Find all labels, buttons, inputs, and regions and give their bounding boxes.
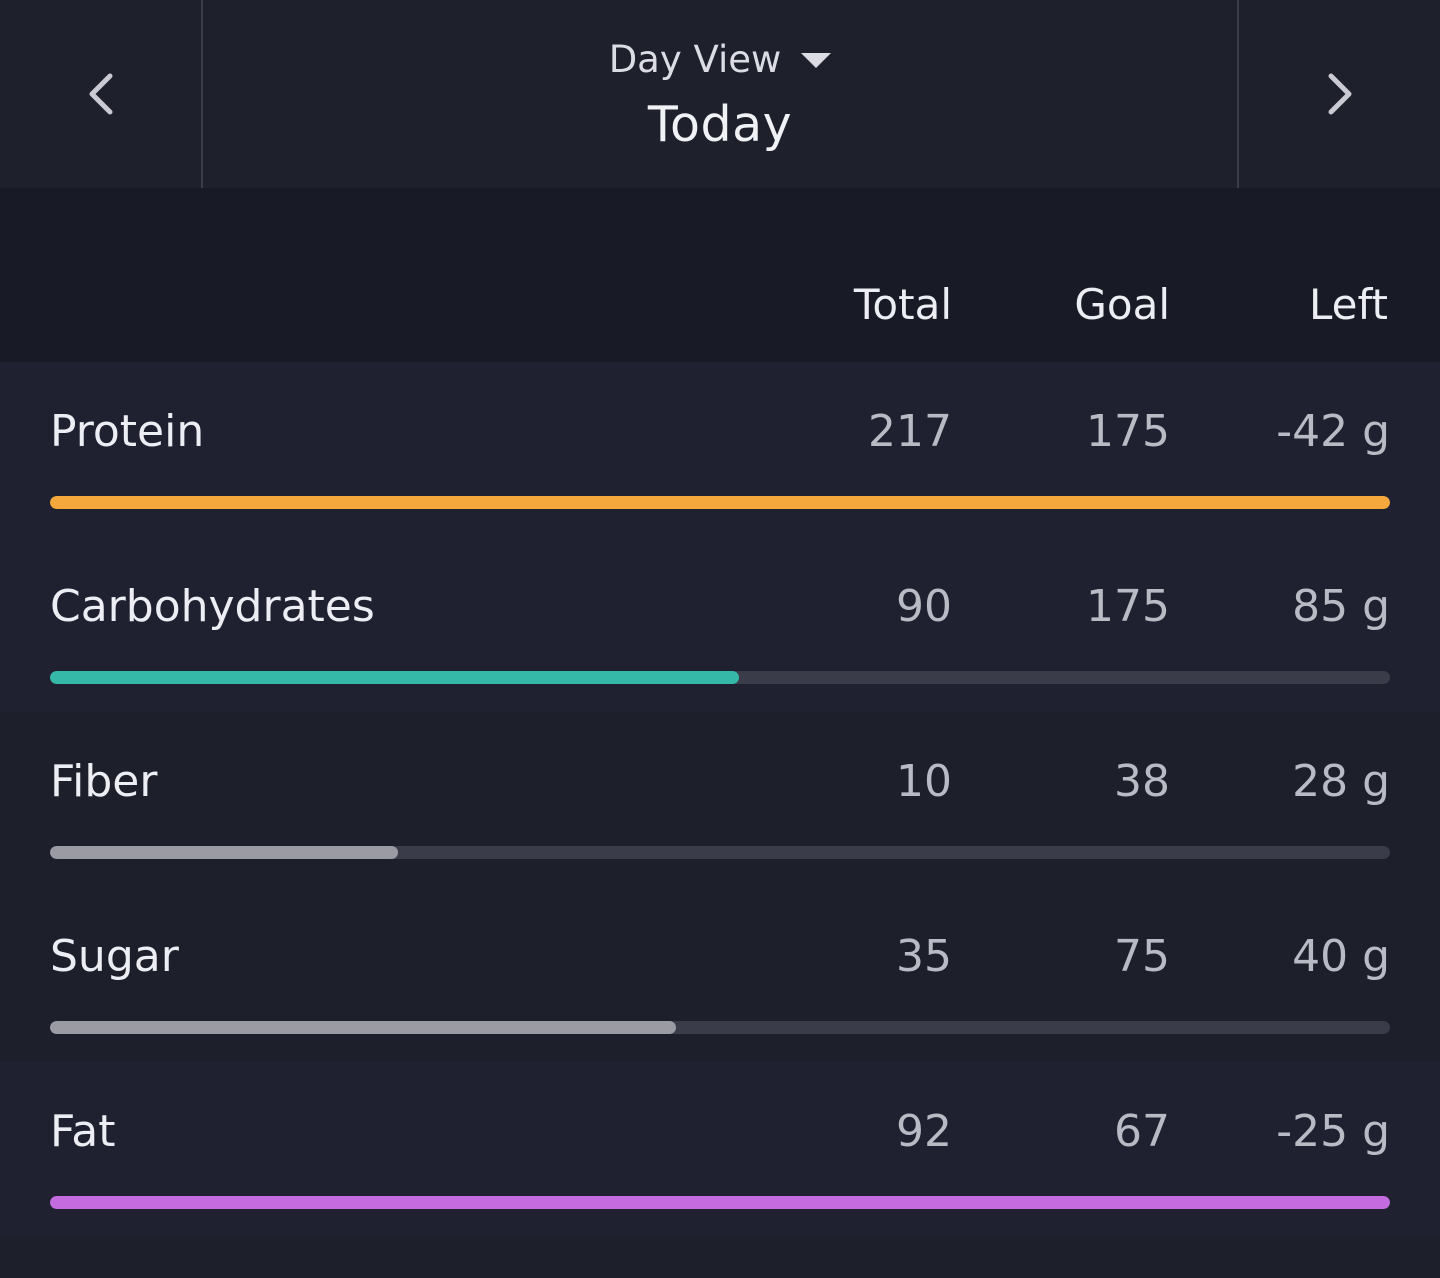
caret-down-icon xyxy=(801,52,832,68)
progress-track xyxy=(50,1021,1390,1034)
nutrient-name: Carbohydrates xyxy=(50,581,375,632)
nutrient-total: 92 xyxy=(896,1106,952,1157)
previous-day-button[interactable] xyxy=(0,0,201,188)
nutrient-goal: 175 xyxy=(1086,581,1170,632)
progress-fill xyxy=(50,846,399,859)
nutrient-row-sugar: Sugar 35 75 40 g xyxy=(0,887,1440,1062)
progress-fill xyxy=(50,671,739,684)
nutrient-goal: 175 xyxy=(1086,406,1170,457)
progress-track xyxy=(50,1196,1390,1209)
progress-fill xyxy=(50,496,1390,509)
nutrient-left: 28 g xyxy=(1292,756,1390,807)
view-mode-dropdown[interactable]: Day View xyxy=(609,36,832,82)
nutrient-total: 217 xyxy=(868,406,952,457)
progress-fill xyxy=(50,1021,676,1034)
nutrient-row-fat: Fat 92 67 -25 g xyxy=(0,1062,1440,1237)
divider-left xyxy=(201,0,203,188)
nutrient-goal: 67 xyxy=(1114,1106,1170,1157)
nutrient-left: 40 g xyxy=(1292,931,1390,982)
nutrient-row-carbohydrates: Carbohydrates 90 175 85 g xyxy=(0,537,1440,712)
nutrient-name: Fiber xyxy=(50,756,158,807)
nutrient-name: Sugar xyxy=(50,931,179,982)
column-header-left: Left xyxy=(1308,280,1388,329)
nutrient-list: Protein 217 175 -42 g Carbohydrates 90 1… xyxy=(0,362,1440,1237)
progress-track xyxy=(50,846,1390,859)
chevron-right-icon xyxy=(1328,73,1351,115)
nutrient-total: 10 xyxy=(896,756,952,807)
nutrient-left: -42 g xyxy=(1276,406,1390,457)
progress-track xyxy=(50,671,1390,684)
progress-fill xyxy=(50,1196,1390,1209)
chevron-left-icon xyxy=(89,73,112,115)
nutrient-goal: 75 xyxy=(1114,931,1170,982)
nutrient-left: 85 g xyxy=(1292,581,1390,632)
nutrient-left: -25 g xyxy=(1276,1106,1390,1157)
table-header-background xyxy=(0,188,1440,362)
table-header: Total Goal Left xyxy=(0,280,1440,344)
nutrient-name: Protein xyxy=(50,406,205,457)
nutrient-goal: 38 xyxy=(1114,756,1170,807)
column-header-total: Total xyxy=(853,280,952,329)
divider-right xyxy=(1237,0,1239,188)
column-header-goal: Goal xyxy=(1074,280,1170,329)
progress-track xyxy=(50,496,1390,509)
date-label: Today xyxy=(647,96,793,153)
nutrient-total: 90 xyxy=(896,581,952,632)
nutrient-row-fiber: Fiber 10 38 28 g xyxy=(0,712,1440,887)
view-mode-label: Day View xyxy=(608,37,782,81)
nutrient-row-protein: Protein 217 175 -42 g xyxy=(0,362,1440,537)
nutrient-name: Fat xyxy=(50,1106,116,1157)
nutrient-total: 35 xyxy=(896,931,952,982)
next-day-button[interactable] xyxy=(1239,0,1440,188)
date-selector: Day View Today xyxy=(203,0,1237,188)
top-navigation-bar: Day View Today xyxy=(0,0,1440,188)
